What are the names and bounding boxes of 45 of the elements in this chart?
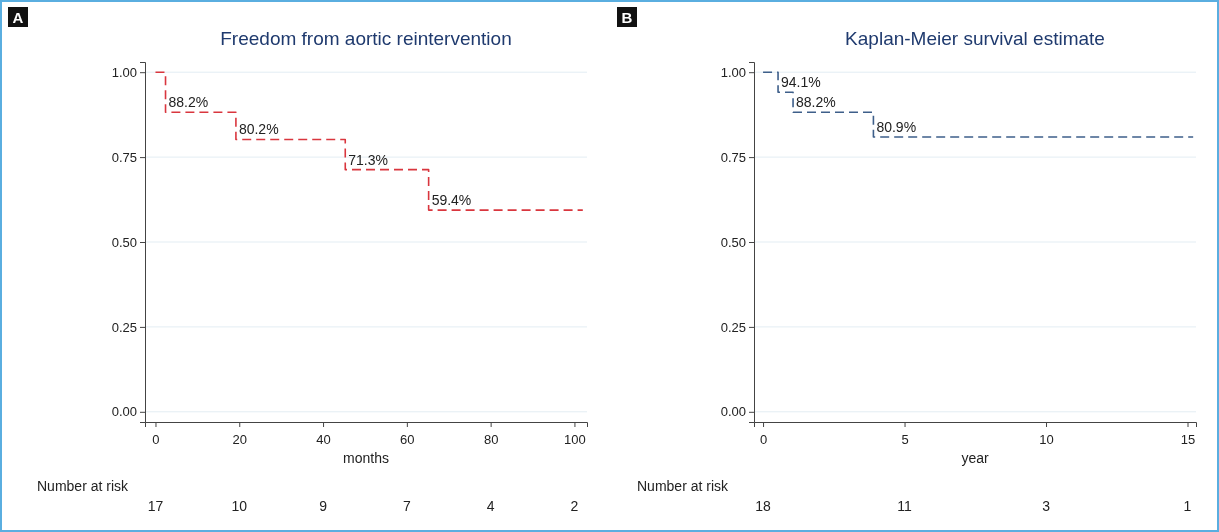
panel-badge: B — [617, 7, 637, 27]
data-label: 80.2% — [238, 121, 279, 138]
y-tick-label: 0.75 — [111, 149, 137, 165]
text: 11 — [897, 498, 913, 514]
x-tick-label: 80 — [483, 432, 499, 448]
data-label: 80.9% — [876, 119, 917, 136]
text: Number at risk — [637, 478, 730, 494]
data-label: 94.1% — [781, 74, 821, 91]
panel-badge: A — [8, 7, 28, 27]
text: 3 — [1042, 498, 1051, 514]
x-tick-label: 0 — [759, 432, 768, 448]
y-tick-label: 0.50 — [720, 234, 746, 250]
data-label: 88.2% — [796, 94, 836, 111]
x-tick-label: 15 — [1180, 432, 1196, 448]
y-tick-label: 0.00 — [111, 404, 137, 420]
x-tick-label: 100 — [564, 432, 586, 448]
chart-title: Kaplan-Meier survival estimate — [845, 28, 1105, 49]
data-label: 71.3% — [348, 151, 388, 168]
text: 4 — [486, 498, 495, 514]
x-tick-label: 20 — [232, 432, 247, 448]
y-tick-label: 1.00 — [720, 64, 746, 80]
y-tick-label: 0.25 — [111, 319, 137, 335]
chart-title: Freedom from aortic reintervention — [220, 28, 512, 49]
y-tick-label: 1.00 — [111, 64, 137, 80]
y-tick-label: 0.50 — [111, 234, 137, 250]
y-tick-label: 0.75 — [720, 149, 746, 165]
x-tick-label: 5 — [901, 432, 909, 448]
x-axis-title: months — [343, 450, 389, 466]
x-tick-label: 0 — [152, 432, 160, 448]
y-tick-label: 0.00 — [720, 404, 746, 420]
text: 2 — [570, 498, 579, 514]
text: 17 — [147, 498, 164, 514]
text: 7 — [402, 498, 411, 514]
x-axis-title: year — [961, 450, 989, 466]
text: 10 — [231, 498, 248, 514]
text: 9 — [319, 498, 328, 514]
data-label: 88.2% — [168, 94, 209, 111]
data-label: 59.4% — [431, 192, 472, 209]
x-tick-label: 60 — [400, 432, 415, 448]
text: 18 — [755, 498, 772, 514]
x-tick-label: 10 — [1039, 432, 1054, 448]
text: Number at risk — [37, 478, 130, 494]
x-tick-label: 40 — [316, 432, 331, 448]
text: 1 — [1183, 498, 1192, 514]
y-tick-label: 0.25 — [720, 319, 746, 335]
